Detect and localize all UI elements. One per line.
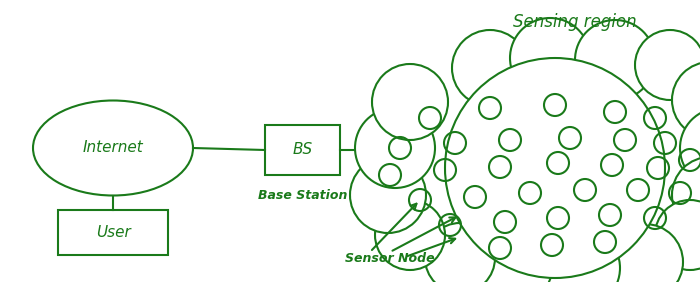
- Circle shape: [655, 200, 700, 270]
- Circle shape: [372, 64, 448, 140]
- Circle shape: [635, 30, 700, 100]
- Text: BS: BS: [293, 142, 313, 158]
- Text: User: User: [96, 225, 130, 240]
- Text: Internet: Internet: [83, 140, 144, 155]
- Circle shape: [607, 224, 683, 282]
- Circle shape: [375, 200, 445, 270]
- Circle shape: [355, 108, 435, 188]
- Text: Sensor Node: Sensor Node: [345, 252, 435, 265]
- Text: Sensing region: Sensing region: [513, 13, 637, 31]
- Circle shape: [445, 58, 665, 278]
- Circle shape: [540, 228, 620, 282]
- Circle shape: [510, 18, 590, 98]
- Circle shape: [350, 157, 426, 233]
- Circle shape: [452, 30, 528, 106]
- Circle shape: [672, 157, 700, 233]
- Circle shape: [672, 62, 700, 138]
- Circle shape: [477, 227, 553, 282]
- Text: Base Station: Base Station: [258, 189, 347, 202]
- Circle shape: [575, 20, 655, 100]
- Circle shape: [680, 108, 700, 188]
- Circle shape: [425, 223, 495, 282]
